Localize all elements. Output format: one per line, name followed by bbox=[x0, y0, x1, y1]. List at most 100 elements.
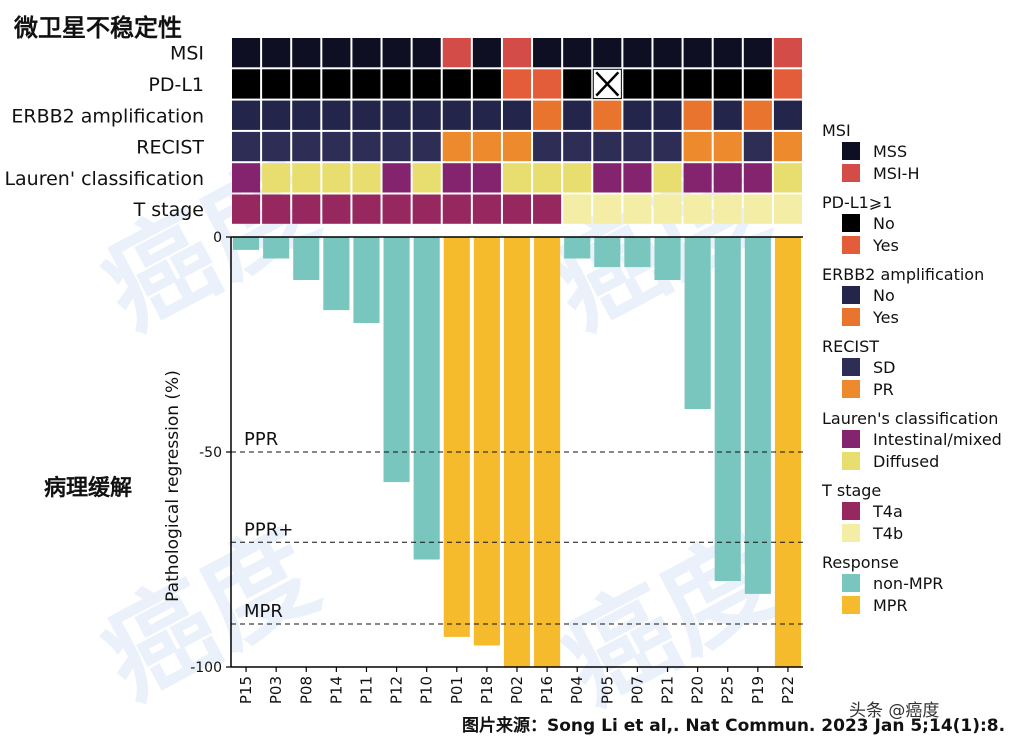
heatmap-row-label: MSI bbox=[170, 43, 204, 65]
heatmap-cell bbox=[593, 100, 622, 130]
heatmap-cell bbox=[623, 194, 652, 224]
legend-item-label: Diffused bbox=[873, 452, 939, 471]
legend-title: RECIST bbox=[822, 337, 879, 356]
x-tick-label: P02 bbox=[508, 676, 526, 704]
heatmap-cell bbox=[773, 131, 802, 162]
heatmap-cell bbox=[472, 131, 501, 162]
heatmap-cell bbox=[382, 100, 411, 130]
heatmap-cell bbox=[442, 194, 471, 224]
heatmap-cell bbox=[713, 38, 742, 68]
heatmap-row-label: Lauren' classification bbox=[4, 168, 204, 190]
heatmap-cell bbox=[352, 100, 381, 130]
bar bbox=[503, 237, 531, 667]
heatmap-cell bbox=[382, 131, 411, 162]
bar bbox=[443, 237, 470, 637]
heatmap-cell bbox=[262, 100, 291, 130]
legend-swatch bbox=[842, 430, 860, 448]
reference-line-label: PPR bbox=[244, 429, 278, 450]
x-tick-label: P03 bbox=[267, 676, 285, 704]
x-tick-label: P04 bbox=[568, 676, 586, 704]
heatmap-cell bbox=[292, 38, 321, 68]
x-tick-label: P01 bbox=[448, 676, 466, 704]
heatmap-cell bbox=[322, 194, 351, 224]
legend-swatch bbox=[842, 524, 860, 542]
legend-swatch bbox=[842, 286, 860, 304]
bar bbox=[353, 237, 380, 323]
legend-title: T stage bbox=[821, 481, 881, 500]
heatmap-cell bbox=[563, 69, 592, 99]
heatmap-cell bbox=[502, 38, 532, 68]
bar bbox=[323, 237, 350, 311]
legend-item-label: MSI-H bbox=[873, 164, 919, 183]
heatmap-cell bbox=[292, 69, 321, 99]
heatmap-cell bbox=[623, 163, 652, 193]
x-tick-label: P14 bbox=[327, 676, 345, 704]
heatmap-cell bbox=[593, 194, 622, 224]
heatmap-cell bbox=[472, 194, 501, 224]
legend-swatch bbox=[842, 164, 860, 182]
x-tick-label: P12 bbox=[388, 676, 406, 704]
legend-title: MSI bbox=[822, 121, 851, 140]
heatmap-cell bbox=[653, 69, 682, 99]
heatmap-cell bbox=[502, 131, 532, 162]
heatmap-cell bbox=[713, 131, 742, 162]
heatmap-cell bbox=[232, 194, 261, 224]
x-tick-label: P05 bbox=[598, 676, 616, 704]
bar bbox=[263, 237, 290, 259]
heatmap-cell bbox=[412, 69, 441, 99]
heatmap-cell bbox=[472, 38, 501, 68]
x-tick-label: P07 bbox=[628, 676, 646, 704]
heatmap-cell bbox=[322, 131, 351, 162]
legend-swatch bbox=[842, 358, 860, 376]
heatmap-cell bbox=[382, 163, 411, 193]
bar bbox=[564, 237, 591, 259]
legend-swatch bbox=[842, 502, 860, 520]
legend-swatch bbox=[842, 236, 860, 254]
x-tick-label: P18 bbox=[478, 676, 496, 704]
legend-title: Lauren's classification bbox=[822, 409, 998, 428]
heatmap-cell bbox=[563, 194, 592, 224]
legend-item-label: PR bbox=[873, 380, 894, 399]
reference-line-label: PPR+ bbox=[244, 519, 293, 540]
x-tick-labels: P15 P03 P08 P14 P11 P12 P10 P01 P18 P02 P16 P04 P05 P… bbox=[237, 667, 797, 704]
heatmap-cell bbox=[533, 163, 562, 193]
heatmap-cell bbox=[322, 69, 351, 99]
heatmap-cell bbox=[623, 69, 652, 99]
heatmap-cell bbox=[382, 69, 411, 99]
bar bbox=[383, 237, 410, 483]
heatmap-cell bbox=[292, 131, 321, 162]
heatmap-cell bbox=[232, 69, 261, 99]
x-tick-label: P08 bbox=[297, 676, 315, 704]
legend-item-label: Yes bbox=[872, 308, 899, 327]
legend-swatch bbox=[842, 308, 860, 326]
bar bbox=[654, 237, 681, 280]
heatmap-cell bbox=[472, 69, 501, 99]
heatmap-cell bbox=[593, 163, 622, 193]
title-cn: 微卫星不稳定性 bbox=[13, 14, 182, 42]
heatmap-cell bbox=[713, 100, 742, 130]
heatmap-cell bbox=[683, 194, 712, 224]
heatmap-cell bbox=[683, 69, 712, 99]
heatmap-cell bbox=[442, 131, 471, 162]
heatmap-cell bbox=[743, 194, 772, 224]
heatmap-cell bbox=[412, 38, 441, 68]
heatmap-cell bbox=[442, 100, 471, 130]
x-tick-label: P16 bbox=[538, 676, 556, 704]
legend-item-label: T4b bbox=[872, 524, 903, 543]
x-tick-label: P20 bbox=[689, 676, 707, 704]
heatmap-cell bbox=[533, 69, 562, 99]
heatmap-cell bbox=[412, 163, 441, 193]
heatmap-cell bbox=[502, 100, 532, 130]
heatmap-cell bbox=[653, 194, 682, 224]
heatmap-cell bbox=[262, 69, 291, 99]
heatmap-cell bbox=[382, 194, 411, 224]
heatmap-cell bbox=[232, 163, 261, 193]
heatmap-cell bbox=[653, 38, 682, 68]
heatmap-cell bbox=[713, 163, 742, 193]
heatmap-cell bbox=[232, 100, 261, 130]
legend-swatch bbox=[842, 214, 860, 232]
bar bbox=[714, 237, 741, 581]
heatmap-cell bbox=[352, 163, 381, 193]
heatmap-cell bbox=[683, 131, 712, 162]
bar-series bbox=[233, 237, 801, 667]
